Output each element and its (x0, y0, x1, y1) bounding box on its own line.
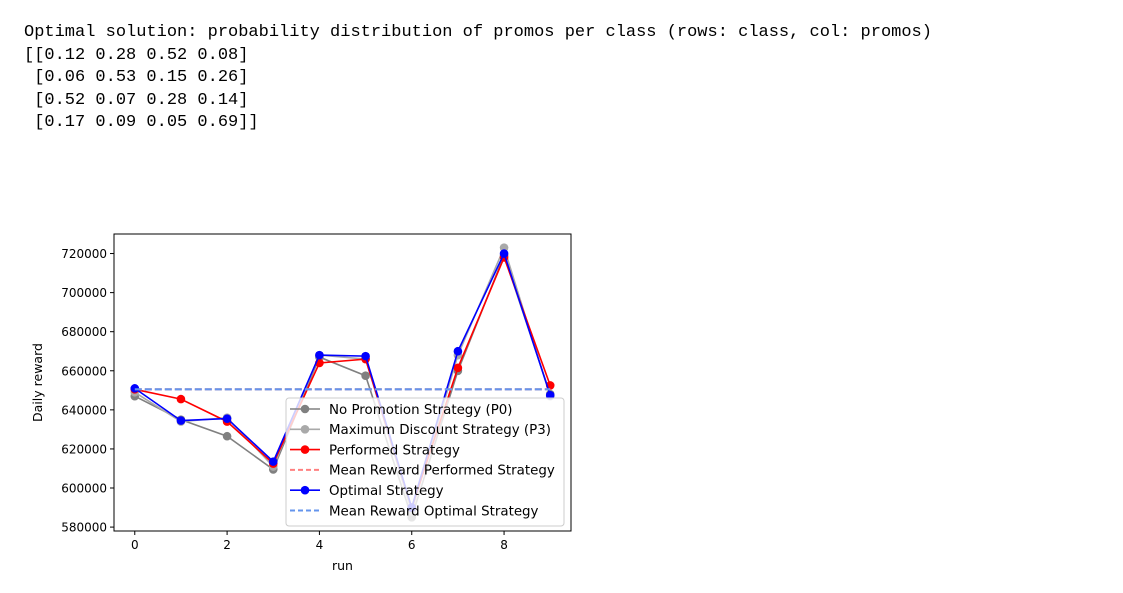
data-point (361, 351, 370, 361)
data-point (545, 390, 555, 400)
legend-label: Optimal Strategy (329, 484, 444, 499)
x-tick-label: 8 (500, 538, 508, 552)
legend-label: No Promotion Strategy (P0) (329, 403, 513, 418)
axes-layer: 0 2 4 6 8 580000 600000 620000 640000 660000 68000… (61, 247, 508, 552)
series-optimal-strategy (130, 249, 555, 512)
legend-marker (300, 485, 310, 495)
x-tick-label: 2 (223, 538, 231, 552)
output-line: [0.06 0.53 0.15 0.26] (24, 68, 249, 88)
y-tick-label: 680000 (61, 325, 107, 339)
plot-frame (113, 233, 572, 532)
output-line: [0.17 0.09 0.05 0.69]] (24, 113, 259, 133)
y-tick-label: 640000 (61, 403, 107, 417)
legend-box (285, 397, 565, 527)
line-chart: 0 2 4 6 8 580000 600000 620000 640000 660000 68000… (30, 233, 572, 573)
legend-label: Mean Reward Optimal Strategy (329, 504, 539, 519)
y-tick-label: 600000 (61, 482, 107, 496)
data-point (453, 363, 463, 373)
x-tick-label: 0 (131, 538, 139, 552)
legend-marker (300, 425, 310, 434)
data-point (361, 371, 370, 380)
data-point (453, 346, 463, 356)
x-axis-label: run (332, 558, 353, 573)
data-point (499, 249, 509, 258)
data-point (176, 394, 186, 404)
x-tick-label: 6 (408, 538, 416, 552)
legend-label: Maximum Discount Strategy (P3) (329, 423, 551, 438)
x-tick-label: 4 (316, 538, 324, 552)
y-tick-label: 620000 (61, 442, 107, 456)
legend-label: Mean Reward Performed Strategy (329, 464, 555, 479)
y-tick-label: 720000 (61, 247, 107, 261)
legend: No Promotion Strategy (P0) Maximum Discou… (285, 397, 565, 527)
cell-output: Optimal solution: probability distributi… (24, 22, 932, 135)
y-axis-label: Daily reward (30, 343, 45, 422)
data-point (222, 431, 232, 441)
legend-label: Performed Strategy (329, 443, 460, 458)
series-line (134, 255, 551, 511)
data-point (176, 416, 186, 425)
data-point (130, 384, 140, 393)
y-tick-label: 660000 (61, 364, 107, 378)
y-tick-label: 700000 (61, 286, 107, 300)
output-line: [0.52 0.07 0.28 0.14] (24, 90, 249, 110)
data-point (315, 350, 324, 360)
data-point (222, 414, 232, 423)
data-point (268, 457, 278, 466)
series-line (134, 251, 551, 511)
legend-marker (300, 404, 310, 414)
output-line: [[0.12 0.28 0.52 0.08] (24, 45, 249, 65)
y-tick-label: 580000 (61, 521, 107, 535)
output-line: Optimal solution: probability distributi… (24, 23, 932, 42)
legend-marker (300, 445, 310, 454)
